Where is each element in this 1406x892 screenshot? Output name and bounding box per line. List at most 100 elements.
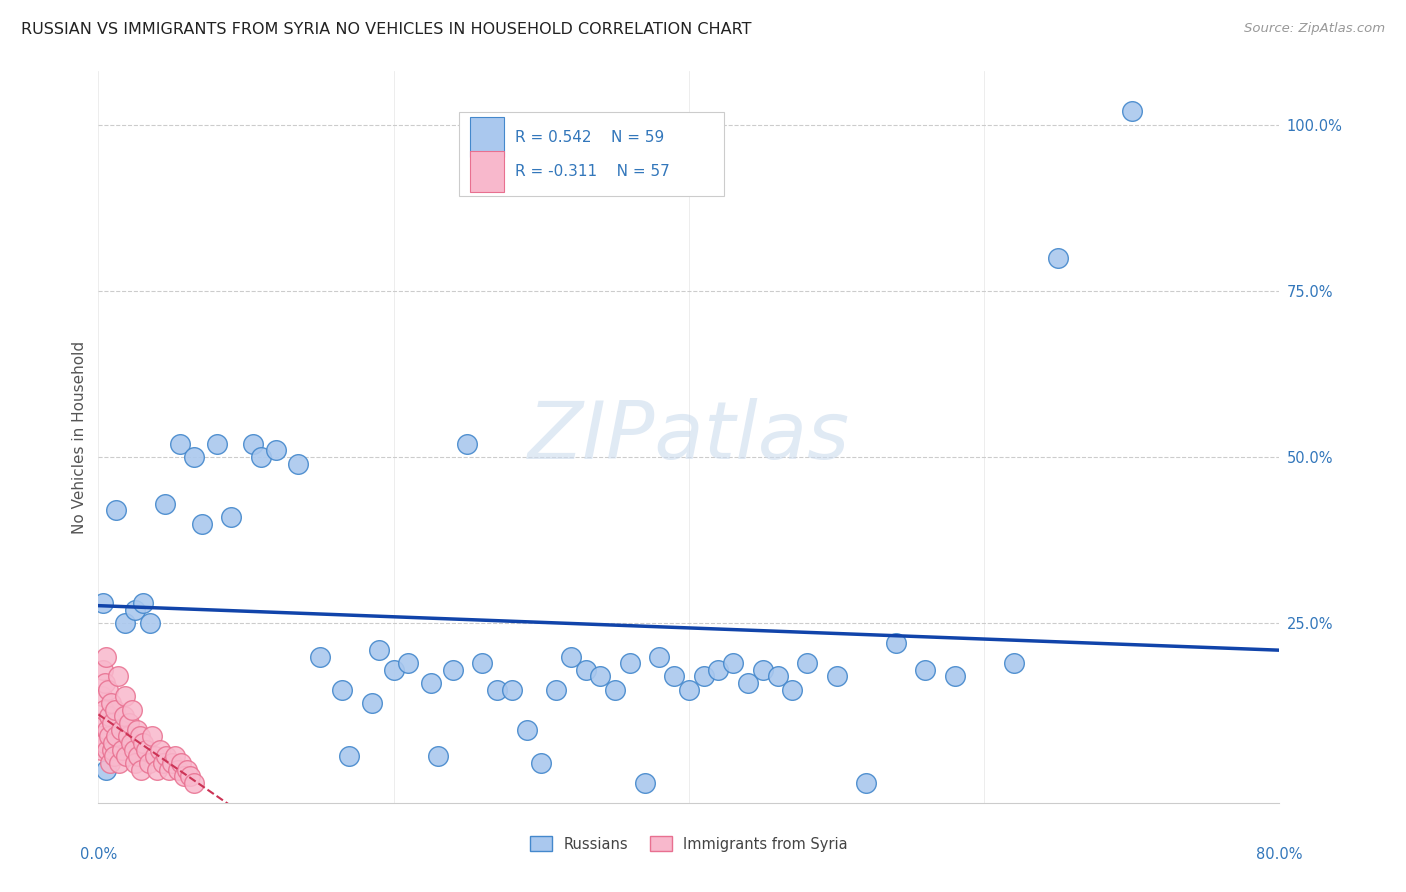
Point xyxy=(97,682,120,697)
Point xyxy=(93,736,115,750)
Point xyxy=(339,749,361,764)
Point xyxy=(139,616,162,631)
Point xyxy=(155,749,177,764)
Point xyxy=(152,756,174,770)
Point xyxy=(98,756,121,770)
Point xyxy=(486,682,509,697)
Point xyxy=(132,736,155,750)
Point xyxy=(162,756,183,770)
Point xyxy=(94,763,117,777)
Point xyxy=(796,656,818,670)
Point xyxy=(153,497,176,511)
Point xyxy=(128,729,150,743)
Point xyxy=(105,503,128,517)
Point xyxy=(98,729,121,743)
Point xyxy=(90,742,112,756)
Point xyxy=(330,682,353,697)
Point xyxy=(118,716,141,731)
Point xyxy=(943,669,966,683)
Point xyxy=(127,749,149,764)
Point xyxy=(120,736,142,750)
Point xyxy=(122,742,145,756)
Point xyxy=(855,776,877,790)
Point xyxy=(242,436,264,450)
Point xyxy=(124,603,146,617)
Point xyxy=(104,703,127,717)
Legend: Russians, Immigrants from Syria: Russians, Immigrants from Syria xyxy=(524,830,853,858)
Point xyxy=(752,663,775,677)
Point xyxy=(108,756,131,770)
Point xyxy=(149,742,172,756)
Point xyxy=(589,669,612,683)
Point xyxy=(368,643,391,657)
Point xyxy=(129,763,152,777)
Point xyxy=(115,749,138,764)
Point xyxy=(619,656,641,670)
Point xyxy=(782,682,804,697)
Text: 80.0%: 80.0% xyxy=(1256,847,1303,862)
Point xyxy=(419,676,441,690)
Point xyxy=(157,763,180,777)
Point xyxy=(91,663,114,677)
Point xyxy=(135,742,157,756)
Point xyxy=(96,742,118,756)
Point xyxy=(111,742,134,756)
Point xyxy=(560,649,582,664)
Text: R = -0.311    N = 57: R = -0.311 N = 57 xyxy=(516,164,671,179)
Point xyxy=(648,649,671,664)
Point xyxy=(165,749,187,764)
Point xyxy=(516,723,538,737)
Point xyxy=(693,669,716,683)
Point xyxy=(634,776,657,790)
Text: ZIPatlas: ZIPatlas xyxy=(527,398,851,476)
Point xyxy=(382,663,405,677)
Bar xyxy=(471,152,503,192)
Point xyxy=(103,749,125,764)
Point xyxy=(723,656,745,670)
Point xyxy=(138,756,160,770)
Y-axis label: No Vehicles in Household: No Vehicles in Household xyxy=(72,341,87,533)
Point xyxy=(264,443,287,458)
Point xyxy=(121,703,143,717)
Point xyxy=(112,709,135,723)
Point xyxy=(176,763,198,777)
Point xyxy=(1047,251,1070,265)
Point xyxy=(205,436,228,450)
Point xyxy=(471,656,494,670)
Point xyxy=(914,663,936,677)
Point xyxy=(707,663,730,677)
Point xyxy=(91,596,114,610)
Point xyxy=(179,769,201,783)
Point xyxy=(94,649,117,664)
Point xyxy=(398,656,420,670)
Point xyxy=(114,616,136,631)
Point xyxy=(146,763,169,777)
Point xyxy=(110,723,132,737)
Point xyxy=(167,763,190,777)
Point xyxy=(575,663,598,677)
Point xyxy=(94,676,117,690)
Point xyxy=(100,696,122,710)
Point xyxy=(546,682,568,697)
Point xyxy=(169,436,191,450)
Point xyxy=(605,682,627,697)
Point xyxy=(90,729,112,743)
Point xyxy=(884,636,907,650)
Point xyxy=(96,723,118,737)
Point xyxy=(107,669,129,683)
Text: R = 0.542    N = 59: R = 0.542 N = 59 xyxy=(516,129,665,145)
Point xyxy=(287,457,309,471)
Point xyxy=(441,663,464,677)
FancyBboxPatch shape xyxy=(458,112,724,195)
Point xyxy=(427,749,450,764)
Point xyxy=(103,736,125,750)
Point xyxy=(141,729,163,743)
Point xyxy=(132,596,155,610)
Point xyxy=(825,669,848,683)
Text: Source: ZipAtlas.com: Source: ZipAtlas.com xyxy=(1244,22,1385,36)
Point xyxy=(173,769,195,783)
Point xyxy=(91,690,114,704)
Point xyxy=(105,729,128,743)
Point xyxy=(737,676,759,690)
Point xyxy=(183,450,205,464)
